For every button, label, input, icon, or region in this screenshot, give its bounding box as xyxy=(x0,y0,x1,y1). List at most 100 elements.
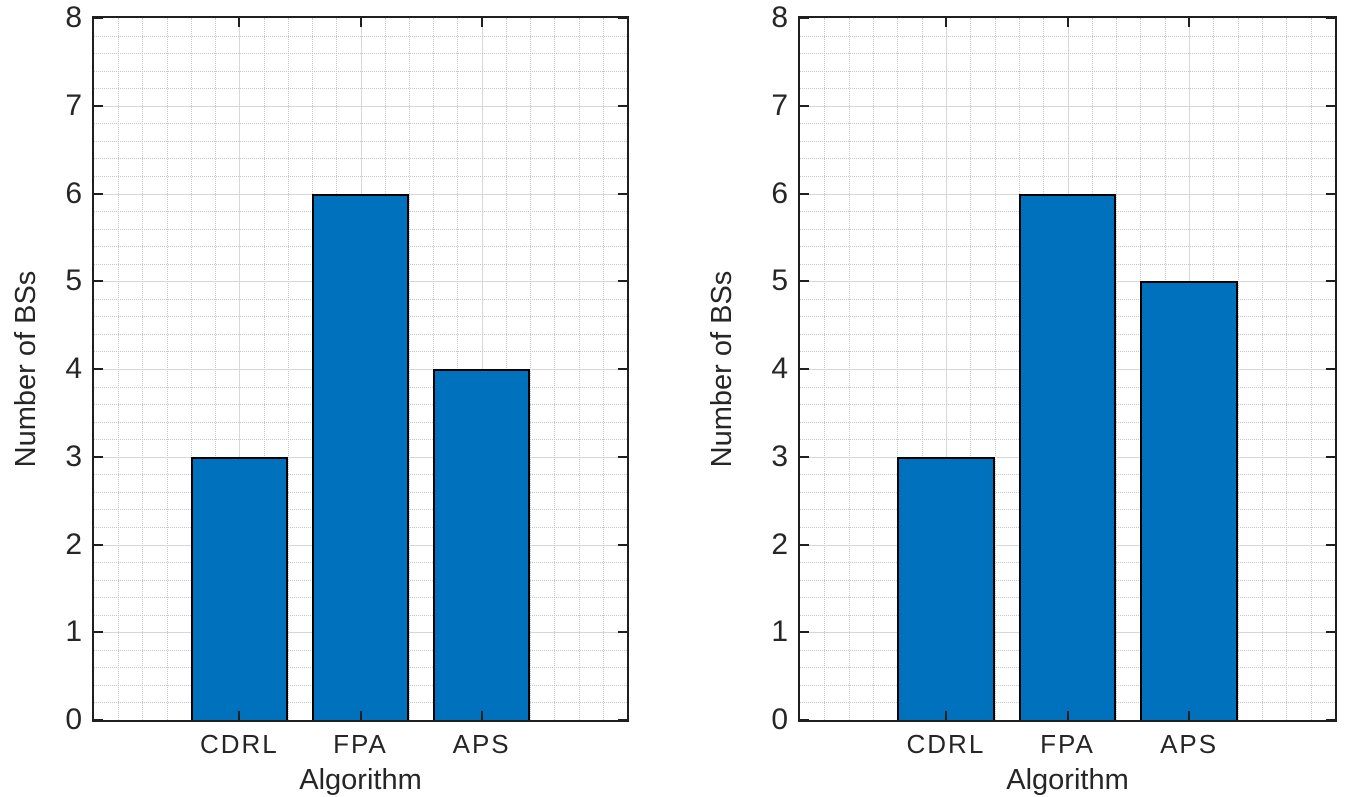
grid-line-major-horizontal xyxy=(800,105,1335,107)
y-tick-mark xyxy=(618,631,627,634)
y-tick-label: 4 xyxy=(65,352,82,385)
y-tick-mark xyxy=(1326,280,1335,283)
x-tick-label: FPA xyxy=(333,729,388,759)
bar-cdrl xyxy=(190,456,288,720)
y-tick-mark xyxy=(1326,368,1335,370)
plot-area-left: 0 1 2 3 4 5 6 7 8 CDRL FPA APS xyxy=(65,3,629,758)
grid-line-minor-horizontal xyxy=(800,123,1335,125)
grid-line-minor-horizontal xyxy=(94,70,627,72)
y-tick-label: 1 xyxy=(771,615,788,649)
y-tick-label: 7 xyxy=(65,88,82,122)
grid-line-minor-horizontal xyxy=(800,70,1335,72)
y-tick-label: 7 xyxy=(771,88,788,122)
x-axis-label: Algorithm xyxy=(299,764,422,796)
x-tick-mark xyxy=(944,18,947,27)
grid-line-minor-horizontal xyxy=(800,175,1335,177)
y-tick-label: 3 xyxy=(65,439,82,473)
y-tick-mark xyxy=(800,104,809,107)
y-tick-label: 2 xyxy=(771,527,788,561)
y-tick-label: 3 xyxy=(771,439,788,473)
x-tick-mark xyxy=(238,18,241,27)
y-tick-mark xyxy=(618,280,627,283)
y-tick-mark xyxy=(94,455,103,458)
grid-line-minor-horizontal xyxy=(800,35,1335,37)
y-tick-label: 0 xyxy=(771,703,788,736)
y-tick-mark xyxy=(94,719,103,721)
y-tick-mark xyxy=(618,368,627,370)
grid-line-minor-horizontal xyxy=(94,35,627,37)
y-tick-mark xyxy=(1326,719,1335,721)
grid-line-minor-horizontal xyxy=(94,123,627,125)
y-axis-label: Number of BSs xyxy=(706,270,738,468)
x-tick-mark xyxy=(238,711,241,720)
y-tick-mark xyxy=(800,719,809,721)
grid-line-minor-horizontal xyxy=(94,158,627,160)
y-tick-mark xyxy=(800,17,809,19)
y-tick-mark xyxy=(94,192,103,195)
bar-aps xyxy=(433,369,531,720)
bar-aps xyxy=(1140,281,1238,720)
y-tick-mark xyxy=(618,104,627,107)
y-tick-mark xyxy=(618,719,627,721)
x-tick-label: APS xyxy=(452,729,511,759)
y-tick-mark xyxy=(618,543,627,546)
grid-line-minor-horizontal xyxy=(94,88,627,90)
y-tick-mark xyxy=(800,631,809,634)
x-tick-mark xyxy=(1188,18,1191,27)
y-tick-label: 2 xyxy=(65,527,82,561)
grid-line-minor-horizontal xyxy=(800,53,1335,55)
x-tick-mark xyxy=(1066,711,1069,720)
y-tick-label: 6 xyxy=(65,176,82,210)
x-tick-label: APS xyxy=(1160,729,1219,759)
y-tick-mark xyxy=(800,455,809,458)
y-tick-label: 6 xyxy=(771,176,788,210)
x-tick-label: CDRL xyxy=(199,729,279,759)
y-tick-mark xyxy=(94,368,103,370)
y-tick-mark xyxy=(1326,631,1335,634)
grid-line-minor-horizontal xyxy=(800,140,1335,142)
y-tick-mark xyxy=(94,280,103,283)
y-tick-label: 1 xyxy=(65,615,82,649)
bar-cdrl xyxy=(897,456,995,720)
y-tick-mark xyxy=(1326,192,1335,195)
y-tick-mark xyxy=(94,543,103,546)
bar-fpa xyxy=(1018,193,1117,720)
y-tick-label: 5 xyxy=(65,264,82,298)
x-tick-mark xyxy=(944,711,947,720)
y-tick-mark xyxy=(1326,17,1335,19)
y-tick-label: 8 xyxy=(771,1,788,34)
y-tick-mark xyxy=(618,192,627,195)
bar-fpa xyxy=(312,193,409,720)
x-tick-mark xyxy=(1066,18,1069,27)
x-tick-mark xyxy=(359,711,362,720)
x-tick-mark xyxy=(359,18,362,27)
y-tick-mark xyxy=(94,17,103,19)
y-tick-label: 8 xyxy=(65,1,82,34)
x-tick-mark xyxy=(480,711,483,720)
x-tick-label: CDRL xyxy=(906,729,986,759)
grid-line-minor-horizontal xyxy=(94,175,627,177)
grid-line-minor-horizontal xyxy=(94,140,627,142)
y-tick-label: 4 xyxy=(771,352,788,385)
y-tick-label: 5 xyxy=(771,264,788,298)
y-tick-mark xyxy=(800,368,809,370)
y-tick-mark xyxy=(1326,104,1335,107)
x-tick-label: FPA xyxy=(1040,729,1095,759)
y-tick-mark xyxy=(800,280,809,283)
y-tick-label: 0 xyxy=(65,703,82,736)
y-tick-mark xyxy=(800,192,809,195)
y-tick-mark xyxy=(1326,543,1335,546)
x-tick-mark xyxy=(1188,711,1191,720)
x-axis-label: Algorithm xyxy=(1006,764,1129,796)
grid-line-minor-horizontal xyxy=(800,88,1335,90)
y-tick-mark xyxy=(800,543,809,546)
plot-area-right: 0 1 2 3 4 5 6 7 8 CDRL FPA APS xyxy=(771,3,1337,758)
x-tick-mark xyxy=(480,18,483,27)
grid-line-minor-horizontal xyxy=(800,158,1335,160)
y-tick-mark xyxy=(94,631,103,634)
y-tick-mark xyxy=(94,104,103,107)
y-tick-mark xyxy=(618,455,627,458)
y-tick-mark xyxy=(1326,455,1335,458)
y-tick-mark xyxy=(618,17,627,19)
